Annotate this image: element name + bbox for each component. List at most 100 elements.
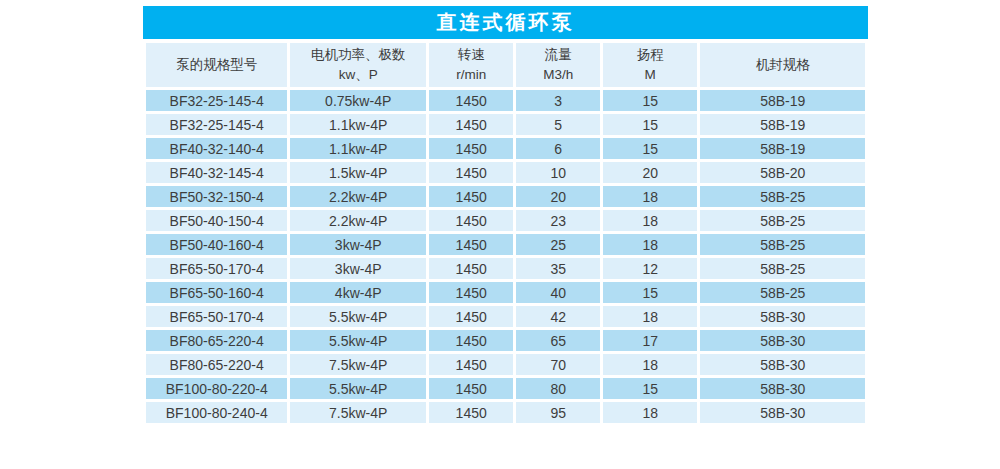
cell-flow: 3: [515, 89, 602, 113]
cell-seal: 58B-25: [699, 233, 867, 257]
cell-speed: 1450: [428, 401, 515, 425]
cell-head: 20: [601, 161, 698, 185]
column-header-speed: 转速r/min: [428, 42, 515, 89]
cell-head: 18: [601, 305, 698, 329]
cell-seal: 58B-20: [699, 161, 867, 185]
cell-head: 18: [601, 233, 698, 257]
spec-table: 泵的规格型号电机功率、极数kw、P转速r/min流量M3/h扬程M机封规格 BF…: [143, 40, 868, 426]
column-header-model: 泵的规格型号: [145, 42, 289, 89]
column-header-head: 扬程M: [601, 42, 698, 89]
cell-flow: 6: [515, 137, 602, 161]
cell-model: BF100-80-220-4: [145, 377, 289, 401]
cell-flow: 95: [515, 401, 602, 425]
cell-speed: 1450: [428, 353, 515, 377]
table-row-2: BF32-25-145-41.1kw-4P145051558B-19: [145, 113, 867, 137]
cell-motor: 7.5kw-4P: [289, 401, 428, 425]
cell-motor: 7.5kw-4P: [289, 353, 428, 377]
pump-spec-table: 直连式循环泵 泵的规格型号电机功率、极数kw、P转速r/min流量M3/h扬程M…: [143, 6, 868, 426]
cell-flow: 40: [515, 281, 602, 305]
cell-speed: 1450: [428, 161, 515, 185]
cell-head: 18: [601, 209, 698, 233]
cell-head: 15: [601, 89, 698, 113]
cell-motor: 1.1kw-4P: [289, 113, 428, 137]
table-row-12: BF80-65-220-47.5kw-4P1450701858B-30: [145, 353, 867, 377]
header-row: 泵的规格型号电机功率、极数kw、P转速r/min流量M3/h扬程M机封规格: [145, 42, 867, 89]
cell-seal: 58B-25: [699, 281, 867, 305]
cell-speed: 1450: [428, 113, 515, 137]
table-row-1: BF32-25-145-40.75kw-4P145031558B-19: [145, 89, 867, 113]
cell-motor: 3kw-4P: [289, 233, 428, 257]
cell-speed: 1450: [428, 377, 515, 401]
cell-seal: 58B-19: [699, 89, 867, 113]
cell-flow: 23: [515, 209, 602, 233]
cell-flow: 70: [515, 353, 602, 377]
cell-model: BF80-65-220-4: [145, 329, 289, 353]
cell-flow: 42: [515, 305, 602, 329]
cell-motor: 2.2kw-4P: [289, 209, 428, 233]
cell-seal: 58B-30: [699, 329, 867, 353]
cell-head: 18: [601, 353, 698, 377]
cell-motor: 3kw-4P: [289, 257, 428, 281]
cell-motor: 1.1kw-4P: [289, 137, 428, 161]
column-header-flow: 流量M3/h: [515, 42, 602, 89]
cell-model: BF40-32-145-4: [145, 161, 289, 185]
cell-speed: 1450: [428, 329, 515, 353]
cell-model: BF32-25-145-4: [145, 89, 289, 113]
cell-model: BF65-50-170-4: [145, 305, 289, 329]
table-body: BF32-25-145-40.75kw-4P145031558B-19BF32-…: [145, 89, 867, 425]
cell-head: 12: [601, 257, 698, 281]
table-row-4: BF40-32-145-41.5kw-4P1450102058B-20: [145, 161, 867, 185]
cell-head: 15: [601, 137, 698, 161]
cell-speed: 1450: [428, 233, 515, 257]
cell-flow: 35: [515, 257, 602, 281]
cell-speed: 1450: [428, 209, 515, 233]
cell-motor: 2.2kw-4P: [289, 185, 428, 209]
table-row-11: BF80-65-220-45.5kw-4P1450651758B-30: [145, 329, 867, 353]
column-header-motor: 电机功率、极数kw、P: [289, 42, 428, 89]
cell-seal: 58B-30: [699, 401, 867, 425]
cell-flow: 80: [515, 377, 602, 401]
cell-seal: 58B-30: [699, 353, 867, 377]
table-row-3: BF40-32-140-41.1kw-4P145061558B-19: [145, 137, 867, 161]
cell-speed: 1450: [428, 257, 515, 281]
cell-flow: 65: [515, 329, 602, 353]
cell-model: BF50-40-160-4: [145, 233, 289, 257]
table-row-14: BF100-80-240-47.5kw-4P1450951858B-30: [145, 401, 867, 425]
table-row-9: BF65-50-160-44kw-4P1450401558B-25: [145, 281, 867, 305]
cell-head: 17: [601, 329, 698, 353]
cell-seal: 58B-25: [699, 257, 867, 281]
table-title: 直连式循环泵: [143, 6, 868, 39]
cell-flow: 10: [515, 161, 602, 185]
cell-flow: 25: [515, 233, 602, 257]
cell-model: BF40-32-140-4: [145, 137, 289, 161]
table-row-7: BF50-40-160-43kw-4P1450251858B-25: [145, 233, 867, 257]
table-row-10: BF65-50-170-45.5kw-4P1450421858B-30: [145, 305, 867, 329]
cell-head: 18: [601, 185, 698, 209]
cell-model: BF65-50-160-4: [145, 281, 289, 305]
cell-motor: 1.5kw-4P: [289, 161, 428, 185]
table-row-13: BF100-80-220-45.5kw-4P1450801558B-30: [145, 377, 867, 401]
cell-model: BF32-25-145-4: [145, 113, 289, 137]
cell-motor: 5.5kw-4P: [289, 329, 428, 353]
column-header-seal: 机封规格: [699, 42, 867, 89]
cell-head: 15: [601, 377, 698, 401]
cell-motor: 4kw-4P: [289, 281, 428, 305]
cell-flow: 20: [515, 185, 602, 209]
table-row-5: BF50-32-150-42.2kw-4P1450201858B-25: [145, 185, 867, 209]
cell-speed: 1450: [428, 281, 515, 305]
cell-seal: 58B-19: [699, 137, 867, 161]
cell-model: BF50-40-150-4: [145, 209, 289, 233]
cell-head: 15: [601, 113, 698, 137]
cell-model: BF65-50-170-4: [145, 257, 289, 281]
cell-seal: 58B-19: [699, 113, 867, 137]
cell-speed: 1450: [428, 185, 515, 209]
cell-model: BF80-65-220-4: [145, 353, 289, 377]
table-header: 泵的规格型号电机功率、极数kw、P转速r/min流量M3/h扬程M机封规格: [145, 42, 867, 89]
cell-seal: 58B-30: [699, 377, 867, 401]
cell-motor: 0.75kw-4P: [289, 89, 428, 113]
table-row-8: BF65-50-170-43kw-4P1450351258B-25: [145, 257, 867, 281]
cell-seal: 58B-30: [699, 305, 867, 329]
cell-speed: 1450: [428, 89, 515, 113]
cell-head: 15: [601, 281, 698, 305]
cell-speed: 1450: [428, 137, 515, 161]
